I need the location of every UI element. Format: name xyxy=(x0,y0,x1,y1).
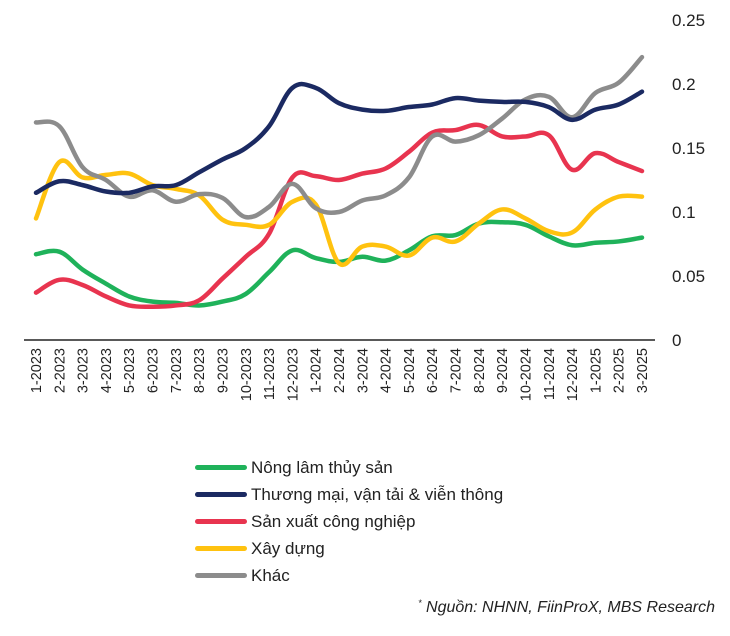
x-tick-label: 1-2025 xyxy=(588,348,604,393)
legend-item: Nông lâm thủy sản xyxy=(195,454,503,481)
series-line xyxy=(33,122,645,310)
x-tick-label: 7-2023 xyxy=(169,348,185,393)
x-tick-label: 9-2024 xyxy=(495,348,511,393)
legend-item: Sản xuất công nghiệp xyxy=(195,508,503,535)
series-lines xyxy=(33,54,645,310)
x-tick-label: 4-2024 xyxy=(379,348,395,393)
x-tick-label: 5-2024 xyxy=(402,348,418,393)
y-tick-label: 0.1 xyxy=(672,203,696,222)
x-tick-label: 11-2023 xyxy=(262,348,278,400)
x-tick-label: 8-2024 xyxy=(472,348,488,393)
x-tick-label: 5-2023 xyxy=(122,348,138,393)
x-tick-label: 3-2024 xyxy=(355,348,371,393)
legend-item: Thương mại, vận tải & viễn thông xyxy=(195,481,503,508)
x-tick-label: 6-2024 xyxy=(425,348,441,393)
legend-swatch xyxy=(195,465,247,470)
legend-swatch xyxy=(195,492,247,497)
x-tick-label: 10-2024 xyxy=(518,348,534,401)
legend: Nông lâm thủy sản Thương mại, vận tải & … xyxy=(195,454,503,589)
x-tick-label: 6-2023 xyxy=(146,348,162,393)
x-tick-label: 2-2025 xyxy=(612,348,628,393)
x-tick-label: 4-2023 xyxy=(99,348,115,393)
x-tick-label: 3-2025 xyxy=(635,348,651,393)
y-tick-label: 0.25 xyxy=(672,11,705,30)
legend-item: Khác xyxy=(195,562,503,589)
x-tick-label: 7-2024 xyxy=(449,348,465,393)
y-tick-label: 0.15 xyxy=(672,139,705,158)
x-tick-label: 12-2023 xyxy=(285,348,301,401)
source-marker: * xyxy=(418,598,423,608)
y-tick-label: 0.2 xyxy=(672,75,696,94)
legend-label: Nông lâm thủy sản xyxy=(251,457,393,477)
x-tick-label: 8-2023 xyxy=(192,348,208,393)
x-tick-label: 3-2023 xyxy=(76,348,92,393)
legend-swatch xyxy=(195,573,247,578)
x-tick-label: 1-2024 xyxy=(309,348,325,393)
x-tick-label: 11-2024 xyxy=(542,348,558,400)
x-tick-label: 9-2023 xyxy=(215,348,231,393)
series-line xyxy=(33,54,645,220)
series-line xyxy=(33,81,645,196)
legend-label: Xây dựng xyxy=(251,538,325,558)
source-note: * Nguồn: NHNN, FiinProX, MBS Research xyxy=(419,598,716,617)
y-axis: 0 0.05 0.1 0.15 0.2 0.25 xyxy=(672,11,705,350)
source-text: Nguồn: NHNN, FiinProX, MBS Research xyxy=(426,599,715,616)
x-tick-label: 1-2023 xyxy=(29,348,45,393)
legend-label: Thương mại, vận tải & viễn thông xyxy=(251,484,504,504)
line-chart: 0 0.05 0.1 0.15 0.2 0.25 1-2023 2-2023 3-2023 4-… xyxy=(24,11,705,401)
y-tick-label: 0.05 xyxy=(672,267,705,286)
legend-swatch xyxy=(195,546,247,551)
x-tick-label: 12-2024 xyxy=(565,348,581,401)
legend-label: Sản xuất công nghiệp xyxy=(251,511,416,531)
legend-swatch xyxy=(195,519,247,524)
x-axis: 1-2023 2-2023 3-2023 4-2023 5-2023 6-2023 7-20… xyxy=(29,348,651,401)
x-tick-label: 2-2024 xyxy=(332,348,348,393)
x-tick-label: 10-2023 xyxy=(239,348,255,401)
y-tick-label: 0 xyxy=(672,331,681,350)
legend-label: Khác xyxy=(251,565,290,585)
legend-item: Xây dựng xyxy=(195,535,503,562)
x-tick-label: 2-2023 xyxy=(52,348,68,393)
series-line xyxy=(33,158,645,268)
